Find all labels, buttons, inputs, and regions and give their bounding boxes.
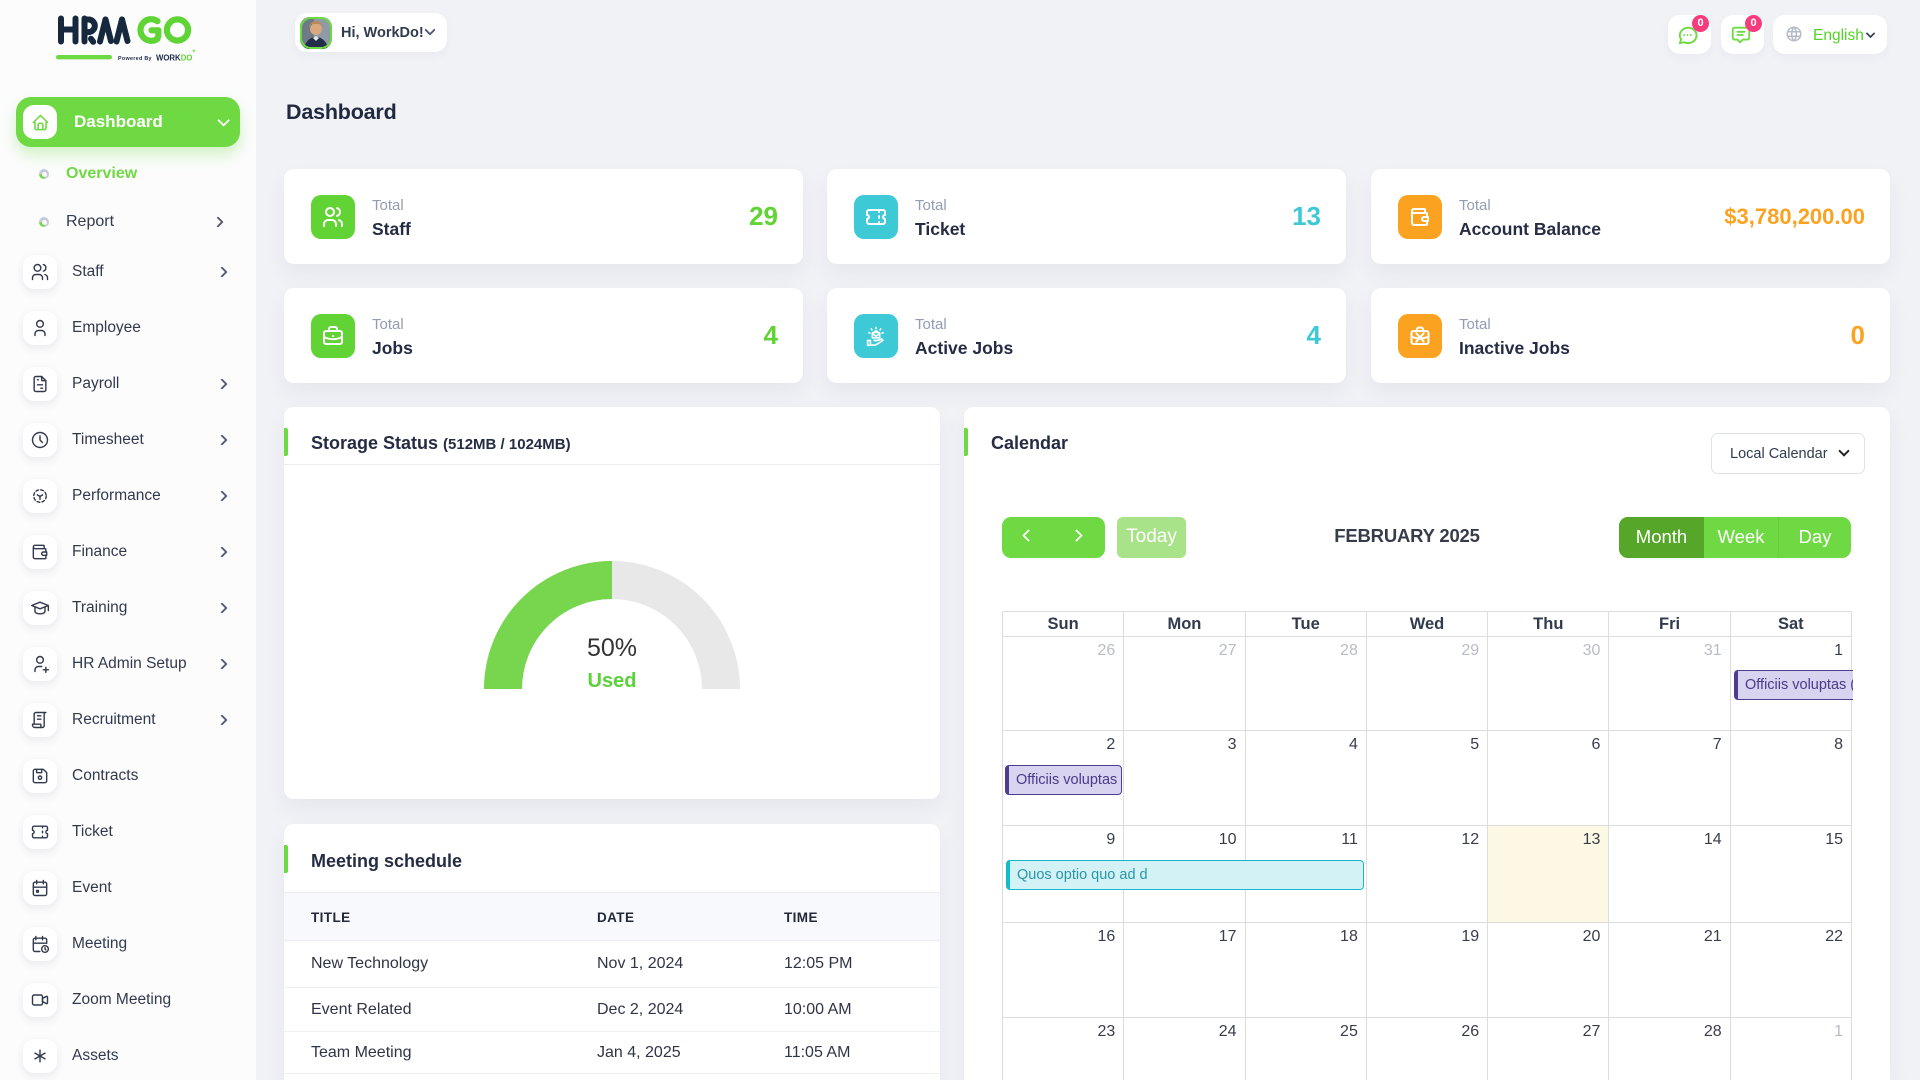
svg-text:WORKDO: WORKDO: [156, 53, 192, 62]
svg-text:Powered By: Powered By: [118, 56, 152, 62]
svg-text:+: +: [192, 48, 196, 55]
